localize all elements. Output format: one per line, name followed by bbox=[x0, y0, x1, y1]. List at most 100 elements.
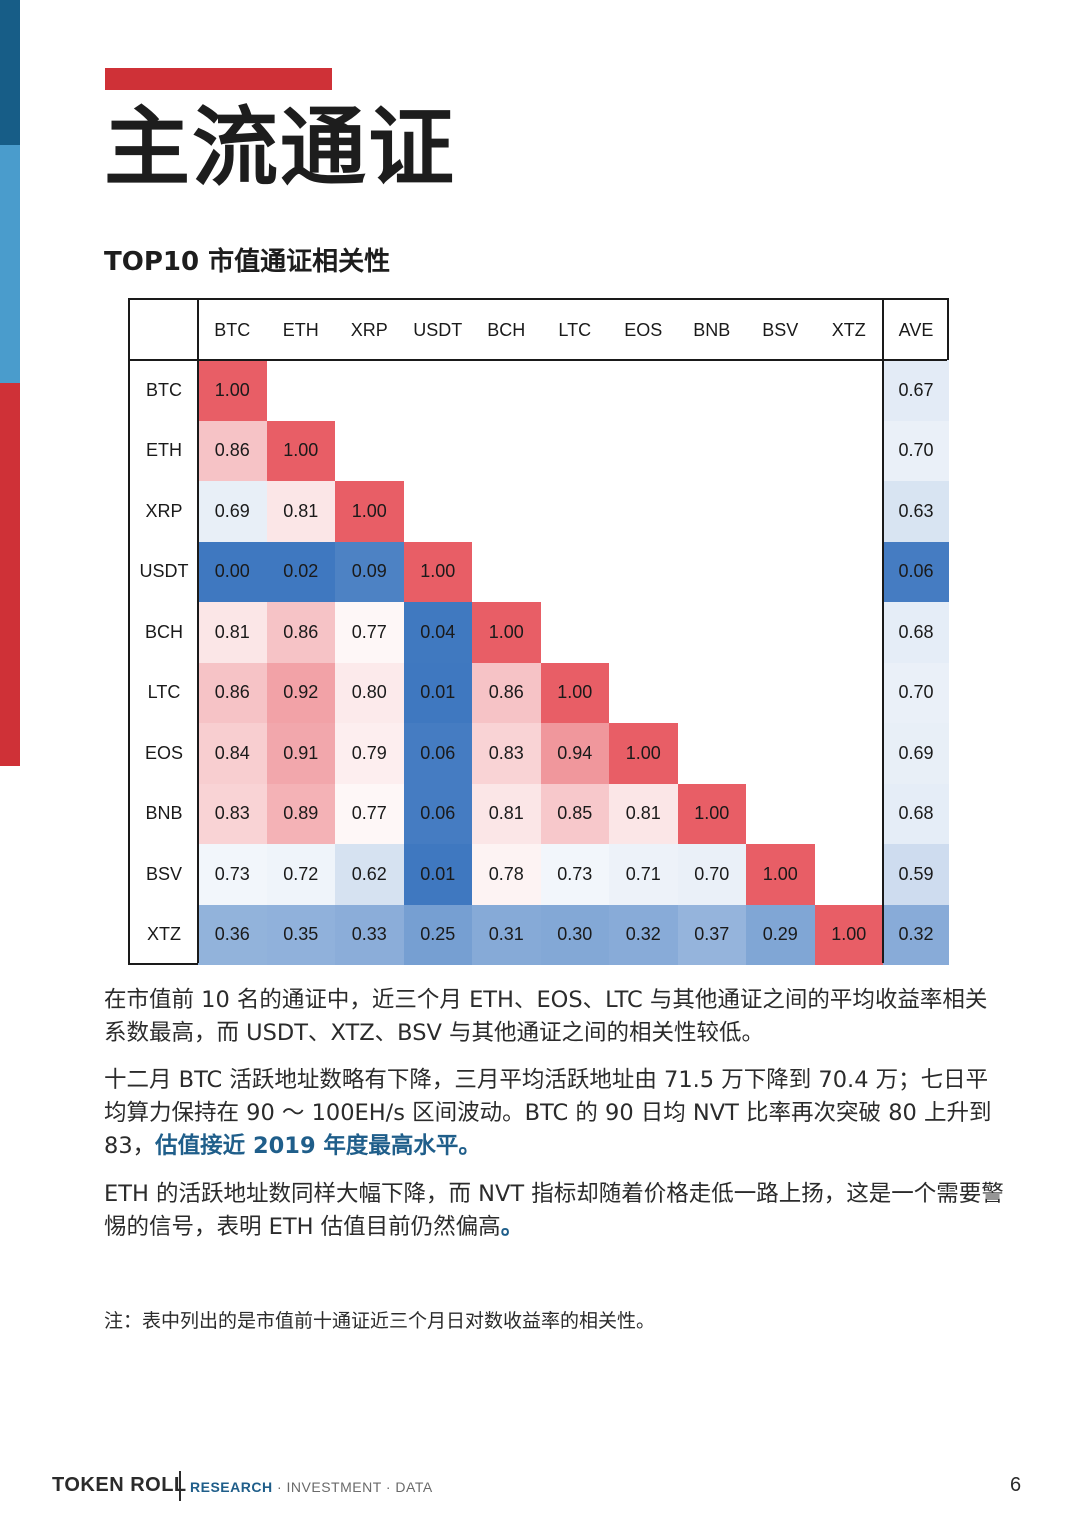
heatmap-cell: 1.00 bbox=[403, 541, 472, 602]
correlation-matrix: BTC ETH XRP USDT BCH LTC EOS BNB BSV XTZ AVE BTC 1.0… bbox=[128, 298, 949, 965]
heatmap-cell: 0.78 bbox=[472, 844, 541, 905]
heatmap-cell: 0.62 bbox=[335, 844, 404, 905]
heatmap-cell: 0.00 bbox=[198, 541, 267, 602]
heatmap-cell: 1.00 bbox=[609, 723, 678, 784]
heatmap-cell: 0.36 bbox=[198, 904, 267, 965]
column-header: BCH bbox=[487, 319, 526, 340]
heatmap-cell: 0.89 bbox=[266, 783, 335, 844]
heatmap-cell: 0.84 bbox=[198, 723, 267, 784]
column-header: USDT bbox=[413, 319, 463, 340]
heatmap-cell: 0.09 bbox=[335, 541, 404, 602]
heatmap-cell: 1.00 bbox=[472, 602, 541, 663]
heatmap-cell: 0.86 bbox=[266, 602, 335, 663]
title-accent-bar bbox=[105, 68, 332, 90]
footer-brand: TOKEN ROLL bbox=[52, 1474, 187, 1496]
heatmap-cell: 0.70 bbox=[677, 844, 746, 905]
row-header: ETH bbox=[146, 440, 182, 461]
heatmap-cell: 0.80 bbox=[335, 662, 404, 723]
column-header: BTC bbox=[214, 319, 251, 340]
footnote: 注：表中列出的是市值前十通证近三个月日对数收益率的相关性。 bbox=[104, 1310, 656, 1332]
row-label-divider bbox=[197, 300, 199, 963]
column-header-ave: AVE bbox=[898, 319, 934, 340]
row-header: BTC bbox=[146, 379, 182, 400]
heatmap-cell: 1.00 bbox=[746, 844, 815, 905]
heatmap-cell: 0.69 bbox=[198, 481, 267, 542]
heatmap-cell: 1.00 bbox=[814, 904, 883, 965]
ave-cell: 0.70 bbox=[883, 420, 949, 481]
ave-column-divider bbox=[882, 300, 884, 963]
heatmap-cell: 0.33 bbox=[335, 904, 404, 965]
heatmap-cell: 0.81 bbox=[198, 602, 267, 663]
ave-cell: 0.59 bbox=[883, 844, 949, 905]
row-header: USDT bbox=[139, 561, 189, 582]
heatmap-cell: 1.00 bbox=[677, 783, 746, 844]
heatmap-cell: 0.72 bbox=[266, 844, 335, 905]
heatmap-cell: 0.04 bbox=[403, 602, 472, 663]
heatmap-cell: 0.81 bbox=[609, 783, 678, 844]
page-title: 主流通证 bbox=[104, 98, 456, 198]
paragraph-3-text: ETH 的活跃地址数同样大幅下降，而 NVT 指标却随着价格走低一路上扬，这是一… bbox=[104, 1181, 1004, 1240]
ave-cell: 0.69 bbox=[883, 723, 949, 784]
column-header: BNB bbox=[693, 319, 731, 340]
heatmap-cell: 0.32 bbox=[609, 904, 678, 965]
heatmap-cell: 1.00 bbox=[198, 360, 267, 421]
ave-cell: 0.63 bbox=[883, 481, 949, 542]
column-header: LTC bbox=[558, 319, 592, 340]
ave-cell: 0.06 bbox=[883, 541, 949, 602]
paragraph-2-highlight: 估值接近 2019 年度最高水平。 bbox=[155, 1133, 481, 1159]
page-number: 6 bbox=[1010, 1474, 1022, 1496]
heatmap-cell: 0.85 bbox=[540, 783, 609, 844]
heatmap-cell: 0.73 bbox=[540, 844, 609, 905]
heatmap-cell: 0.30 bbox=[540, 904, 609, 965]
side-bar-red bbox=[0, 383, 20, 766]
row-header: LTC bbox=[147, 682, 181, 703]
heatmap-cell: 0.73 bbox=[198, 844, 267, 905]
paragraph-1: 在市值前 10 名的通证中，近三个月 ETH、EOS、LTC 与其他通证之间的平… bbox=[104, 987, 988, 1046]
heatmap-cell: 0.01 bbox=[403, 844, 472, 905]
heatmap-cell: 0.94 bbox=[540, 723, 609, 784]
ave-cell: 0.70 bbox=[883, 662, 949, 723]
heatmap-cell: 0.81 bbox=[266, 481, 335, 542]
row-header: BSV bbox=[145, 863, 183, 884]
ave-cell: 0.32 bbox=[883, 904, 949, 965]
footer-tag-rest: · INVESTMENT · DATA bbox=[276, 1479, 433, 1495]
header-divider bbox=[130, 359, 947, 361]
heatmap-cell: 0.91 bbox=[266, 723, 335, 784]
heatmap-cell: 0.83 bbox=[472, 723, 541, 784]
side-bar-light-blue bbox=[0, 145, 20, 383]
heatmap-cell: 0.29 bbox=[746, 904, 815, 965]
row-header: BCH bbox=[144, 621, 183, 642]
heatmap-cell: 0.06 bbox=[403, 723, 472, 784]
row-header: XRP bbox=[145, 500, 183, 521]
column-header: BSV bbox=[762, 319, 799, 340]
heatmap-cell: 0.77 bbox=[335, 783, 404, 844]
heatmap-cell: 0.06 bbox=[403, 783, 472, 844]
heatmap-cell: 0.71 bbox=[609, 844, 678, 905]
heatmap-cell: 1.00 bbox=[540, 662, 609, 723]
column-header: ETH bbox=[282, 319, 319, 340]
heatmap-cell: 1.00 bbox=[335, 481, 404, 542]
ave-cell: 0.68 bbox=[883, 783, 949, 844]
heatmap-cell: 0.92 bbox=[266, 662, 335, 723]
row-header: BNB bbox=[145, 803, 183, 824]
heatmap-cell: 0.81 bbox=[472, 783, 541, 844]
heatmap-cell: 0.79 bbox=[335, 723, 404, 784]
paragraph-3-end: 。 bbox=[500, 1214, 524, 1240]
paragraph-2: 十二月 BTC 活跃地址数略有下降，三月平均活跃地址由 71.5 万下降到 70… bbox=[104, 1064, 1004, 1163]
heatmap-cell: 0.77 bbox=[335, 602, 404, 663]
footer-tagline: RESEARCH · INVESTMENT · DATA bbox=[190, 1479, 433, 1495]
paragraph-3: ETH 的活跃地址数同样大幅下降，而 NVT 指标却随着价格走低一路上扬，这是一… bbox=[104, 1178, 1004, 1244]
ave-cell: 0.67 bbox=[883, 360, 949, 421]
side-bar-blue bbox=[0, 0, 20, 145]
footer-research: RESEARCH bbox=[190, 1479, 273, 1495]
heatmap-cell: 0.86 bbox=[472, 662, 541, 723]
heatmap-cell: 0.31 bbox=[472, 904, 541, 965]
section-heading: TOP10 市值通证相关性 bbox=[104, 247, 391, 277]
column-header: EOS bbox=[624, 319, 663, 340]
heatmap-cell: 0.86 bbox=[198, 662, 267, 723]
heatmap-cell: 1.00 bbox=[266, 420, 335, 481]
heatmap-cell: 0.01 bbox=[403, 662, 472, 723]
column-header: XTZ bbox=[831, 319, 866, 340]
heatmap-cell: 0.86 bbox=[198, 420, 267, 481]
heatmap-cell: 0.02 bbox=[266, 541, 335, 602]
